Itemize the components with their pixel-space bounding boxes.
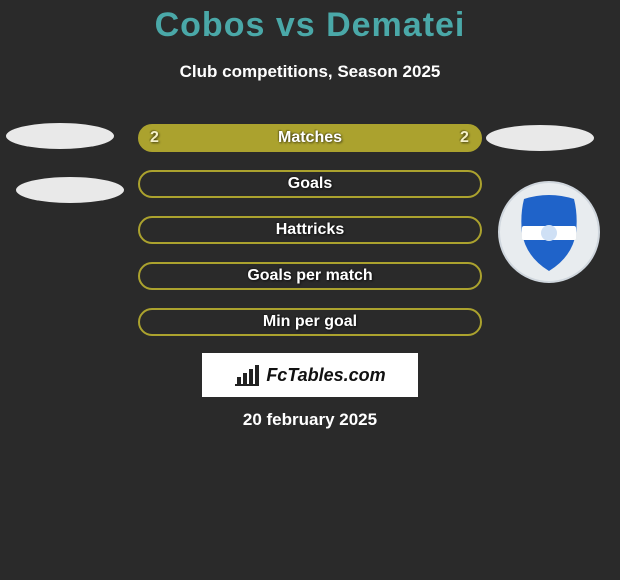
stat-matches-right-value: 2 [460,129,469,147]
left-team-placeholder-1 [6,123,114,149]
brand-watermark: FcTables.com [202,353,418,397]
stat-bar-goals-per-match [138,262,482,290]
stat-bar-goals [138,170,482,198]
stat-bar-min-per-goal [138,308,482,336]
date-caption: 20 february 2025 [0,410,620,430]
stat-bar-matches [138,124,482,152]
subtitle: Club competitions, Season 2025 [0,62,620,82]
stats-comparison-card: Cobos vs Dematei Club competitions, Seas… [0,0,620,580]
bar-chart-icon [234,364,260,386]
right-team-placeholder-1 [486,125,594,151]
page-title: Cobos vs Dematei [0,6,620,45]
left-team-placeholder-2 [16,177,124,203]
stat-matches-left-value: 2 [150,129,159,147]
stat-bar-hattricks [138,216,482,244]
brand-text: FcTables.com [266,365,385,386]
right-team-crest [494,177,604,292]
